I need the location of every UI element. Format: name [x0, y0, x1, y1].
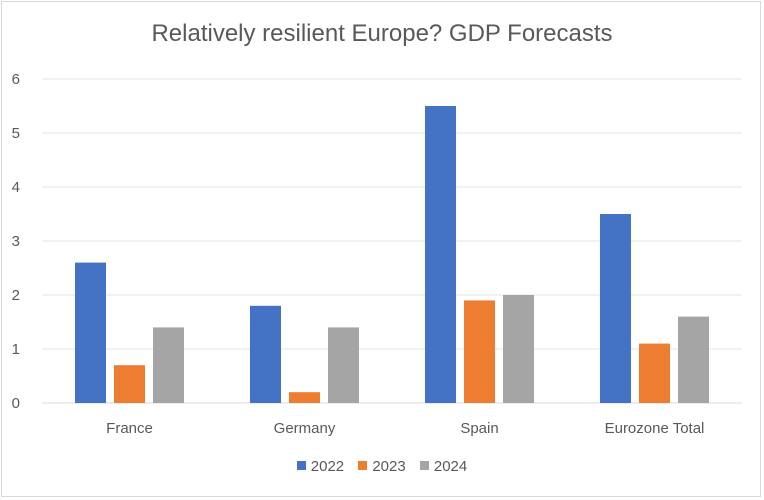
bar-germany-2022 [250, 305, 281, 403]
x-tick-label-spain: Spain [460, 420, 498, 437]
y-tick-label-5: 5 [12, 125, 20, 142]
bar-france-2023 [114, 365, 145, 403]
bar-spain-2022 [425, 106, 456, 403]
bar-eurozone-total-2024 [678, 316, 709, 403]
bar-france-2022 [75, 262, 106, 403]
bar-spain-2024 [503, 295, 534, 403]
bar-eurozone-total-2022 [600, 214, 631, 403]
x-tick-label-germany: Germany [274, 420, 336, 437]
y-tick-label-0: 0 [12, 395, 20, 412]
legend-swatch-2023 [358, 461, 368, 470]
x-tick-label-eurozone-total: Eurozone Total [605, 420, 705, 437]
legend-label-2023: 2023 [372, 458, 406, 475]
bar-germany-2024 [328, 327, 359, 403]
x-tick-label-france: France [106, 420, 153, 437]
y-tick-label-2: 2 [12, 287, 20, 304]
legend-item-2022: 2022 [296, 458, 345, 475]
legend-label-2024: 2024 [433, 458, 468, 475]
bar-eurozone-total-2023 [639, 343, 670, 403]
bar-germany-2023 [289, 392, 320, 403]
legend-item-2024: 2024 [419, 458, 468, 475]
y-tick-label-4: 4 [12, 179, 20, 196]
legend-label-2022: 2022 [310, 458, 345, 475]
chart-title: Relatively resilient Europe? GDP Forecas… [151, 20, 613, 47]
bar-spain-2023 [464, 300, 495, 403]
y-tick-label-3: 3 [12, 233, 20, 250]
y-tick-label-6: 6 [12, 71, 20, 88]
legend-swatch-2022 [296, 461, 306, 470]
legend-swatch-2024 [419, 461, 429, 470]
legend-item-2023: 2023 [358, 458, 406, 475]
bar-france-2024 [153, 327, 184, 403]
legend: 2022 2023 2024 [0, 458, 764, 475]
y-tick-label-1: 1 [12, 341, 20, 358]
